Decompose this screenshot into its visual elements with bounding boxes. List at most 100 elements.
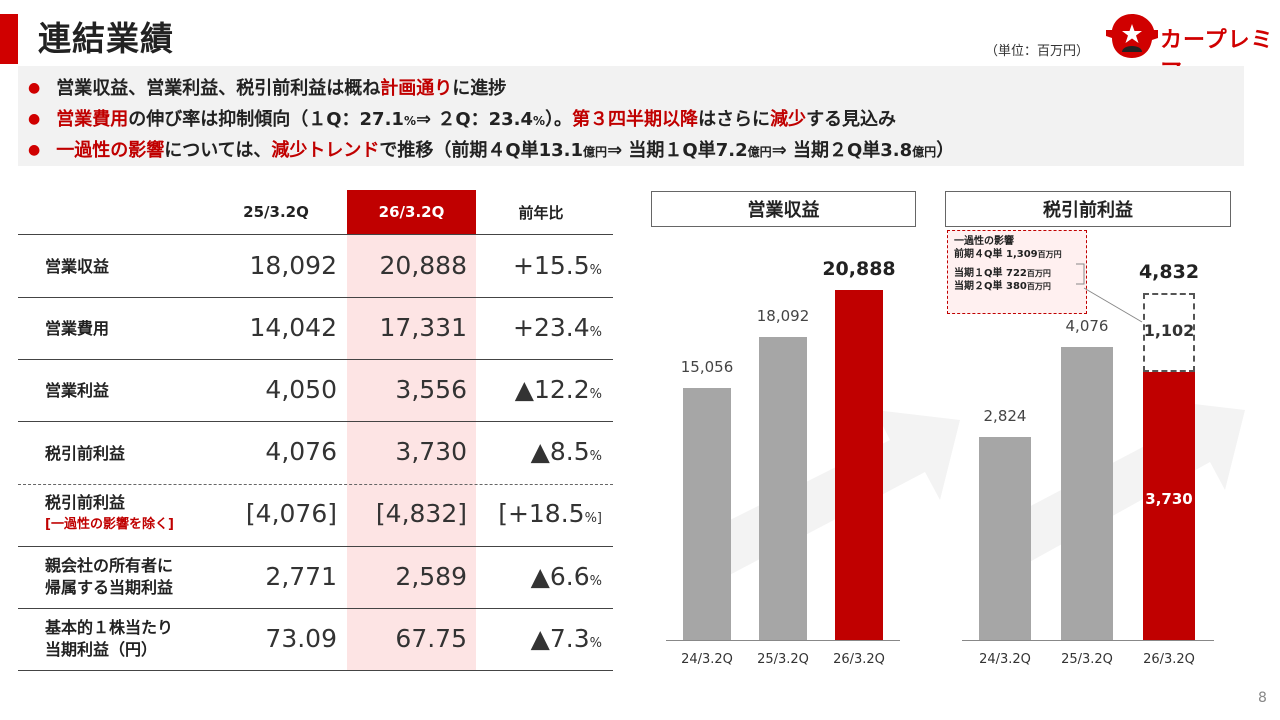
note-title: 一過性の影響: [954, 236, 1014, 247]
summary-highlight: 減少: [770, 109, 807, 130]
bar-value-label: 20,888: [822, 258, 896, 280]
row-current-value: 2,589: [395, 562, 467, 591]
row-label-operating-profit: 営業利益: [45, 381, 110, 400]
one-time-impact-note: 一過性の影響 前期４Q単 1,309百万円 当期１Q単 722百万円 当期２Q単…: [947, 230, 1087, 314]
title-accent-bar: [0, 14, 18, 64]
change-number: ▲12.2: [514, 375, 590, 404]
change-unit: %: [589, 449, 602, 464]
row-prev-value: 18,092: [249, 251, 337, 280]
change-number: ▲6.6: [530, 562, 590, 591]
stacked-one-time-segment: [1143, 292, 1195, 372]
row-label-pretax-profit: 税引前利益: [45, 444, 126, 463]
row-label-line1: 親会社の所有者に: [45, 556, 174, 575]
summary-unit: %: [533, 114, 546, 128]
table-divider: [18, 608, 613, 609]
bar-value-label: 15,056: [680, 357, 734, 376]
change-number: +15.5: [513, 251, 590, 280]
summary-line-3: ● 一過性の影響については、減少トレンドで推移（前期４Q単13.1億円⇒ 当期１Q…: [28, 136, 954, 162]
x-tick-label: 26/3.2Q: [833, 652, 885, 667]
note-text: 当期２Q単 380: [954, 281, 1027, 292]
row-label-revenue: 営業収益: [45, 257, 110, 276]
page-title: 連結業績: [38, 19, 174, 58]
note-unit: 百万円: [1037, 250, 1062, 259]
table-divider: [18, 234, 613, 235]
row-prev-value: [4,076]: [245, 499, 337, 528]
change-unit: %: [589, 263, 602, 278]
summary-text: で推移（前期４Q単13.1: [379, 140, 584, 161]
summary-box: ● 営業収益、営業利益、税引前利益は概ね計画通りに進捗 ● 営業費用の伸び率は抑制傾…: [18, 66, 1244, 166]
summary-text: する見込み: [806, 109, 897, 130]
company-logo: [1104, 10, 1270, 62]
table-divider-dashed: [18, 484, 613, 485]
bar-total-label: 4,832: [1138, 260, 1200, 283]
chart-title-revenue: 営業収益: [651, 191, 916, 227]
x-tick-label: 25/3.2Q: [757, 652, 809, 667]
row-label-adjusted-pretax: 税引前利益 [一過性の影響を除く]: [45, 492, 174, 536]
unit-label: （単位：百万円）: [985, 44, 1090, 59]
change-unit: %: [589, 387, 602, 402]
summary-highlight: 第３四半期以降: [572, 109, 699, 130]
row-change-value: ▲7.3%: [480, 624, 602, 653]
summary-unit: 億円: [583, 145, 608, 159]
table-divider: [18, 359, 613, 360]
row-label-net-income: 親会社の所有者に 帰属する当期利益: [45, 555, 173, 599]
row-change-value: ▲12.2%: [480, 375, 602, 404]
note-line: 当期１Q単 722百万円: [954, 267, 1080, 280]
note-line: 当期２Q単 380百万円: [954, 280, 1080, 293]
bar-value-label: 4,076: [1065, 317, 1109, 336]
summary-unit: 億円: [747, 145, 772, 159]
chart-title-pretax: 税引前利益: [945, 191, 1231, 227]
row-prev-value: 73.09: [265, 624, 337, 653]
summary-highlight: 営業費用: [56, 109, 129, 130]
row-current-value: 17,331: [379, 313, 467, 342]
table-divider: [18, 546, 613, 547]
summary-text: ⇒ 当期２Q単3.8: [771, 140, 913, 161]
stacked-segment-label: 1,102: [1143, 321, 1195, 341]
change-unit: %: [589, 636, 602, 651]
chart-bar: [979, 437, 1031, 640]
summary-highlight: 一過性の影響: [56, 140, 165, 161]
note-unit: 百万円: [1026, 282, 1051, 291]
summary-highlight: 減少トレンド: [271, 140, 380, 161]
summary-unit: 億円: [912, 145, 937, 159]
row-change-value: ▲8.5%: [480, 437, 602, 466]
chart-bar: [683, 387, 731, 640]
row-change-value: [+18.5%]: [480, 499, 602, 528]
row-current-value: 3,556: [395, 375, 467, 404]
chart-bar: [835, 290, 883, 640]
table-divider: [18, 297, 613, 298]
table-header-prev: 25/3.2Q: [243, 203, 309, 221]
note-unit: 百万円: [1026, 269, 1051, 278]
bar-value-label: 3,730: [1145, 489, 1193, 508]
table-header-current: 26/3.2Q: [347, 190, 476, 234]
chart-bar: [759, 336, 807, 640]
change-unit: %: [589, 325, 602, 340]
change-number: +23.4: [513, 313, 590, 342]
row-label-sub: [一過性の影響を除く]: [45, 517, 174, 532]
summary-line-1: ● 営業収益、営業利益、税引前利益は概ね計画通りに進捗: [28, 74, 506, 100]
summary-text: の伸び率は抑制傾向（１Q：27.1: [128, 109, 404, 130]
current-period-highlight: [347, 190, 476, 670]
row-label-expenses: 営業費用: [45, 319, 110, 338]
chart-bar: [1143, 372, 1195, 640]
row-prev-value: 2,771: [265, 562, 337, 591]
row-label-main: 税引前利益: [45, 493, 126, 512]
table-divider: [18, 421, 613, 422]
logo-mark-icon: [1106, 14, 1158, 58]
change-unit: %]: [584, 511, 602, 526]
table-divider: [18, 670, 613, 671]
row-label-line2: 帰属する当期利益: [45, 578, 174, 597]
summary-highlight: 計画通り: [380, 78, 453, 99]
change-number: ▲7.3: [530, 624, 590, 653]
row-label-line1: 基本的１株当たり: [45, 618, 174, 637]
change-number: ▲8.5: [530, 437, 590, 466]
change-unit: %: [589, 574, 602, 589]
chart-axis-revenue: [666, 640, 900, 641]
row-current-value: 20,888: [379, 251, 467, 280]
x-tick-label: 24/3.2Q: [979, 652, 1031, 667]
row-prev-value: 14,042: [249, 313, 337, 342]
x-tick-label: 25/3.2Q: [1061, 652, 1113, 667]
x-tick-label: 26/3.2Q: [1143, 652, 1195, 667]
row-label-eps: 基本的１株当たり 当期利益（円）: [45, 617, 173, 661]
row-current-value: 67.75: [395, 624, 467, 653]
